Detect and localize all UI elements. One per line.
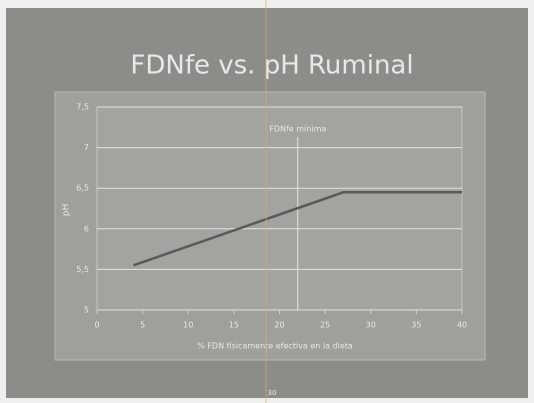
- reference-label: FDNfe mínima: [269, 125, 326, 134]
- page-number: 30: [268, 389, 277, 397]
- x-tick-label: 35: [411, 321, 421, 330]
- x-tick-label: 0: [94, 321, 99, 330]
- plot-area: [97, 107, 462, 310]
- chart-title: FDNfe vs. pH Ruminal: [130, 51, 413, 81]
- y-axis-label: pH: [62, 204, 72, 216]
- x-tick-label: 40: [457, 321, 467, 330]
- x-tick-label: 5: [140, 321, 145, 330]
- slide: FDNfe vs. pH Ruminal % FDN físicamente e…: [0, 0, 534, 403]
- x-tick-label: 25: [320, 321, 330, 330]
- y-tick-label: 6: [84, 224, 89, 233]
- x-axis-label: % FDN físicamente efectiva en la dieta: [197, 342, 353, 351]
- x-tick-label: 15: [229, 321, 239, 330]
- y-tick-label: 7,5: [76, 103, 89, 112]
- y-tick-label: 7: [84, 143, 89, 152]
- x-tick-label: 20: [274, 321, 284, 330]
- y-tick-label: 5: [84, 306, 89, 315]
- x-tick-label: 10: [183, 321, 193, 330]
- y-tick-label: 6,5: [76, 184, 89, 193]
- x-tick-label: 30: [366, 321, 376, 330]
- y-tick-label: 5,5: [76, 265, 89, 274]
